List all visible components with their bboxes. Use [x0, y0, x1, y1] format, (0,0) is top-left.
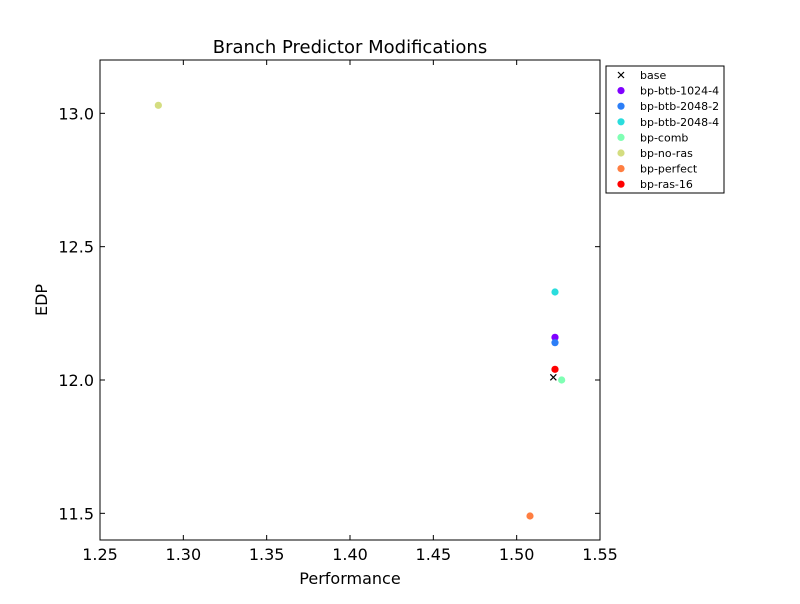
y-tick-label: 12.5 — [58, 238, 94, 257]
point-bp-perfect — [526, 512, 534, 520]
legend-label-base: base — [640, 69, 666, 82]
legend-marker-bp-ras-16 — [617, 180, 625, 188]
legend-label-bp-no-ras: bp-no-ras — [640, 147, 693, 160]
x-tick-label: 1.25 — [82, 545, 118, 564]
legend: base bp-btb-1024-4 bp-btb-2048-2 bp-btb-204… — [605, 65, 725, 194]
legend-label-bp-btb-2048-4: bp-btb-2048-4 — [640, 116, 719, 129]
y-tick-label: 12.0 — [58, 371, 94, 390]
legend-label-bp-btb-1024-4: bp-btb-1024-4 — [640, 85, 719, 98]
x-tick-label: 1.40 — [332, 545, 368, 564]
legend-label-bp-ras-16: bp-ras-16 — [640, 178, 693, 191]
point-bp-comb — [558, 376, 566, 384]
x-tick-label: 1.55 — [582, 545, 618, 564]
point-bp-btb-2048-2 — [551, 339, 559, 347]
legend-marker-bp-btb-2048-2 — [617, 102, 625, 110]
chart-title: Branch Predictor Modifications — [213, 37, 487, 58]
y-tick-label: 11.5 — [58, 504, 94, 523]
legend-marker-bp-comb — [617, 133, 625, 141]
legend-marker-bp-btb-2048-4 — [617, 118, 625, 126]
y-tick-label: 13.0 — [58, 104, 94, 123]
x-tick-label: 1.30 — [166, 545, 202, 564]
legend-marker-bp-btb-1024-4 — [617, 87, 625, 95]
x-axis-label: Performance — [299, 569, 400, 588]
x-tick-label: 1.45 — [416, 545, 452, 564]
point-bp-btb-1024-4 — [551, 333, 559, 341]
axis-ticks: 1.25 1.30 1.35 1.40 1.45 1.50 1.55 11.5 12.0 12.5… — [58, 60, 618, 564]
x-tick-label: 1.50 — [499, 545, 535, 564]
legend-marker-bp-perfect — [617, 165, 625, 173]
legend-label-bp-btb-2048-2: bp-btb-2048-2 — [640, 100, 719, 113]
point-bp-btb-2048-4 — [551, 288, 559, 296]
legend-label-bp-perfect: bp-perfect — [640, 163, 698, 176]
point-base — [549, 373, 557, 381]
legend-box — [605, 65, 725, 194]
legend-marker-bp-no-ras — [617, 149, 625, 157]
point-bp-ras-16 — [551, 365, 559, 373]
x-tick-label: 1.35 — [249, 545, 285, 564]
legend-label-bp-comb: bp-comb — [640, 131, 688, 144]
legend-marker-base — [617, 71, 625, 79]
plot-area — [99, 59, 601, 541]
y-axis-label: EDP — [32, 284, 51, 316]
data-points — [154, 101, 566, 520]
point-bp-no-ras — [154, 101, 162, 109]
